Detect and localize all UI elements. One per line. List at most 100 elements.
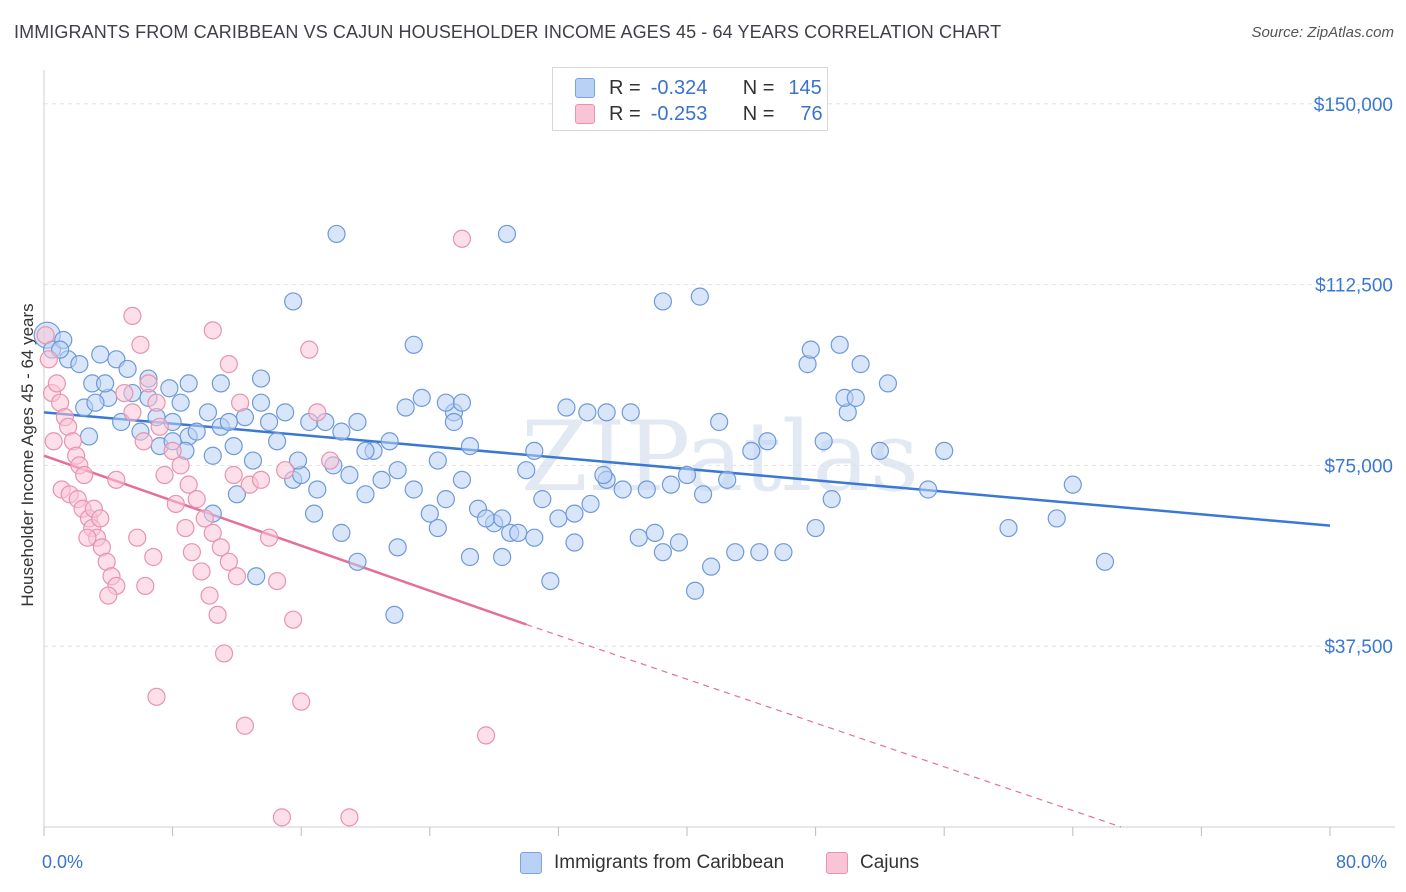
legend-label-cajuns: Cajuns <box>860 852 920 873</box>
blue-swatch-icon <box>575 78 595 98</box>
n-value: 76 <box>800 102 823 125</box>
cajun-point <box>131 335 150 354</box>
caribbean-point <box>693 485 713 504</box>
cajun-point <box>44 432 63 451</box>
cajun-point <box>182 543 201 562</box>
caribbean-point <box>79 427 99 446</box>
n-value: 145 <box>788 76 822 99</box>
caribbean-point <box>774 543 793 562</box>
caribbean-point <box>935 441 954 461</box>
caribbean-point <box>436 490 455 509</box>
caribbean-point <box>878 374 898 393</box>
cajun-point <box>219 355 238 374</box>
caribbean-point <box>340 465 359 485</box>
caribbean-point <box>327 224 346 244</box>
caribbean-point <box>581 494 600 514</box>
caribbean-point <box>348 412 367 432</box>
caribbean-point <box>86 393 105 412</box>
cajun-point <box>147 687 166 706</box>
cajun-point <box>36 326 55 345</box>
cajun-point <box>452 229 472 248</box>
caribbean-point <box>509 523 528 542</box>
caribbean-point <box>661 475 681 494</box>
y-tick-label: $112,500 <box>1315 276 1393 297</box>
caribbean-point <box>251 393 271 412</box>
cajun-point <box>128 528 147 547</box>
cajun-point <box>235 716 255 735</box>
cajun-point <box>308 403 327 422</box>
caribbean-point <box>460 547 480 567</box>
caribbean-point <box>247 567 266 586</box>
cajun-point <box>39 350 58 369</box>
cajun-point <box>75 465 94 485</box>
source-label: Source: ZipAtlas.com <box>1251 24 1394 41</box>
caribbean-point <box>95 374 115 393</box>
caribbean-point <box>224 436 243 456</box>
r-label: R = <box>609 102 641 125</box>
caribbean-point <box>308 480 327 499</box>
r-label: R = <box>609 76 641 99</box>
cajun-point <box>123 403 142 422</box>
cajun-point <box>123 306 142 326</box>
caribbean-point <box>227 485 246 504</box>
caribbean-point <box>452 393 472 412</box>
x-tick-min: 0.0% <box>42 852 84 872</box>
legend-row-caribbean: R = -0.324 N = 145 <box>575 76 822 100</box>
caribbean-point <box>710 412 729 432</box>
cajun-point <box>227 567 246 586</box>
y-tick-label: $75,000 <box>1324 456 1393 477</box>
caribbean-point <box>476 509 496 528</box>
caribbean-point <box>822 490 841 509</box>
caribbean-point <box>452 470 472 489</box>
cajun-point <box>203 321 222 340</box>
caribbean-point <box>653 543 672 562</box>
cajun-point <box>276 461 295 480</box>
y-tick-label: $150,000 <box>1314 95 1393 116</box>
x-tick-max: 80.0% <box>1336 852 1388 872</box>
caribbean-point <box>428 451 447 470</box>
cajun-point <box>259 528 279 547</box>
cajun-point <box>91 509 110 528</box>
axes <box>43 70 1395 836</box>
caribbean-point <box>525 528 544 547</box>
caribbean-point <box>332 422 351 441</box>
cajun-point <box>99 586 118 605</box>
cajun-point <box>150 417 169 436</box>
caribbean-point <box>525 441 544 461</box>
caribbean-point <box>726 543 745 562</box>
caribbean-point <box>750 543 769 562</box>
cajun-point <box>292 692 311 711</box>
caribbean-point <box>396 398 415 417</box>
caribbean-point <box>179 374 198 393</box>
caribbean-point <box>541 571 560 591</box>
cajun-point <box>179 475 198 494</box>
caribbean-point <box>420 504 439 523</box>
caribbean-point <box>851 355 870 374</box>
caribbean-point <box>870 441 890 461</box>
caribbean-point <box>621 403 640 422</box>
cajun-point <box>166 494 185 514</box>
caribbean-point <box>388 538 407 557</box>
caribbean-point <box>267 432 287 451</box>
caribbean-point <box>203 446 222 465</box>
caribbean-point <box>388 461 407 480</box>
caribbean-point <box>999 518 1018 538</box>
caribbean-point <box>517 461 536 480</box>
caribbean-point <box>460 436 480 456</box>
caribbean-point <box>493 547 512 567</box>
caribbean-point <box>356 485 375 504</box>
cajun-trend-extension <box>526 623 1122 828</box>
legend-label-caribbean: Immigrants from Caribbean <box>554 852 785 873</box>
cajun-point <box>163 441 182 461</box>
blue-swatch-icon <box>520 852 542 874</box>
caribbean-point <box>385 605 404 624</box>
cajun-point <box>476 726 496 745</box>
caribbean-point <box>118 359 137 379</box>
caribbean-point <box>198 403 218 422</box>
caribbean-point <box>830 335 849 354</box>
caribbean-point <box>669 533 689 552</box>
cajun-point <box>171 456 190 475</box>
cajun-point <box>192 562 211 581</box>
cajun-point <box>251 470 271 489</box>
